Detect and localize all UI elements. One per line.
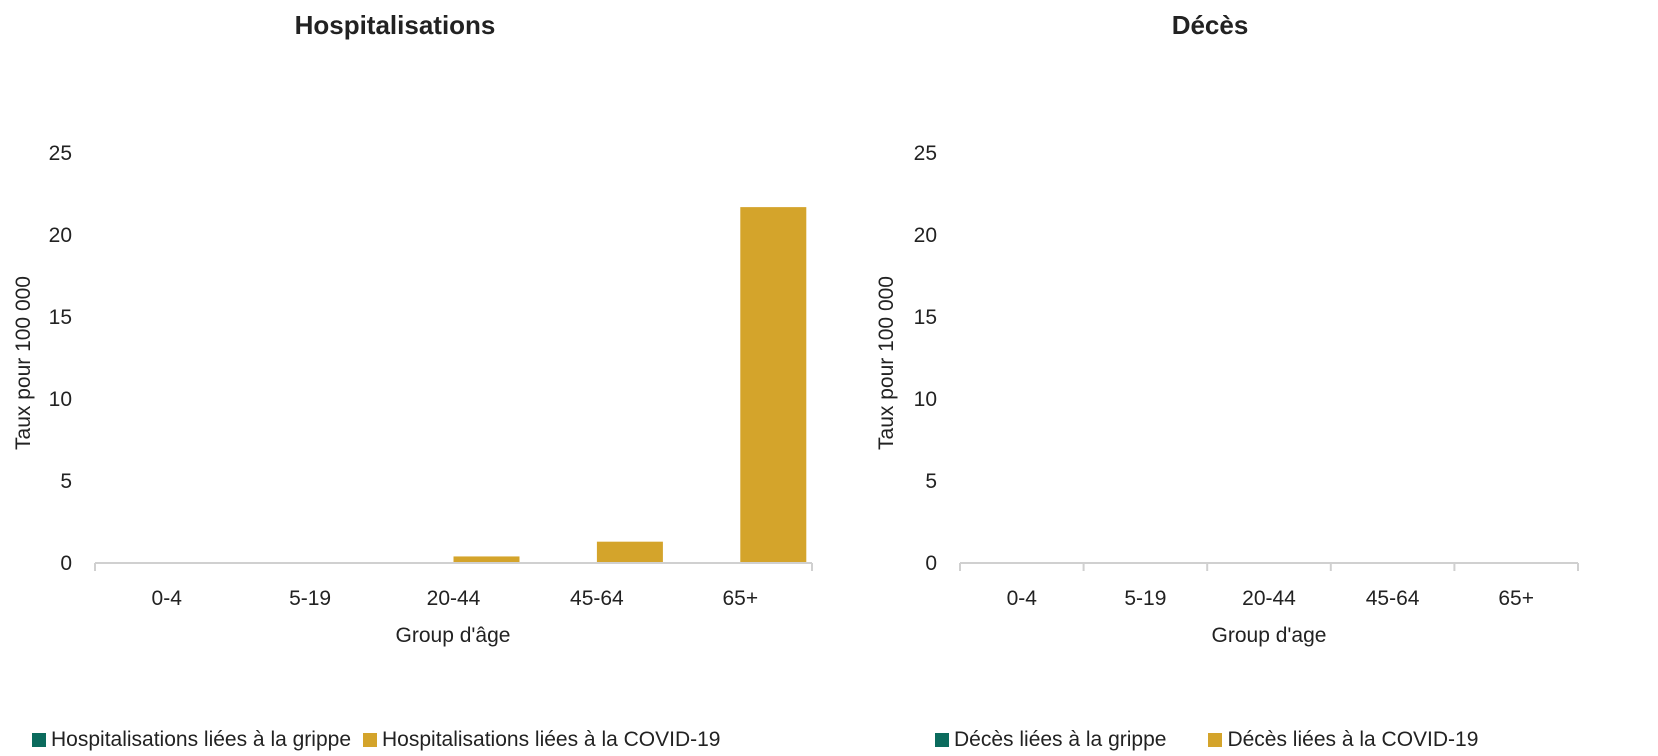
y-tick-label: 15 [49, 306, 72, 329]
hospitalisations-chart: 0 5 10 15 20 25 Taux pour 100 000 0-4 5-19 20-44 4… [12, 142, 813, 647]
x-axis-title: Group d'age [1212, 624, 1327, 647]
y-tick-label: 20 [49, 224, 72, 247]
y-tick-label: 10 [49, 388, 72, 411]
y-tick-label: 5 [925, 470, 937, 493]
x-tick-label: 0-4 [1007, 587, 1038, 610]
y-tick-label: 25 [914, 142, 937, 165]
legend-item-covid: Hospitalisations liées à la COVID-19 [363, 728, 720, 752]
x-tick-label: 20-44 [427, 587, 481, 610]
legend-item-grippe: Décès liées à la grippe [935, 728, 1166, 752]
x-axis-title: Group d'âge [396, 624, 511, 647]
hospitalisations-panel: Hospitalisations 0 5 10 15 20 25 Taux pour 100… [12, 10, 813, 752]
y-tick-label: 15 [914, 306, 937, 329]
y-axis-title: Taux pour 100 000 [875, 276, 898, 450]
x-tick-label: 65+ [722, 587, 758, 610]
y-tick-label: 20 [914, 224, 937, 247]
x-tick-label: 65+ [1498, 587, 1534, 610]
x-tick-label: 0-4 [152, 587, 183, 610]
bar [453, 556, 520, 563]
chart-title: Hospitalisations [294, 10, 496, 40]
legend-item-grippe: Hospitalisations liées à la grippe [32, 728, 351, 752]
y-tick-label: 25 [49, 142, 72, 165]
legend-label: Décès liées à la COVID-19 [1227, 728, 1479, 751]
y-tick-label: 5 [60, 470, 72, 493]
y-tick-label: 10 [914, 388, 937, 411]
legend: Décès liées à la grippe Décès liées à la… [935, 728, 1490, 752]
legend-label: Décès liées à la grippe [954, 728, 1167, 751]
x-tick-label: 45-64 [1366, 587, 1420, 610]
legend-label: Hospitalisations liées à la grippe [51, 728, 351, 751]
deces-chart: 0 5 10 15 20 25 Taux pour 100 000 0-4 5-19 20-44 4… [875, 142, 1579, 647]
x-tick-label: 5-19 [1124, 587, 1166, 610]
x-tick-label: 45-64 [570, 587, 624, 610]
legend-swatch-covid [363, 733, 377, 747]
chart-title: Décès [1171, 10, 1249, 40]
legend-swatch-grippe [32, 733, 46, 747]
x-tick-label: 5-19 [289, 587, 331, 610]
x-tick-label: 20-44 [1242, 587, 1296, 610]
y-axis-title: Taux pour 100 000 [12, 276, 35, 450]
legend-swatch-covid [1208, 733, 1223, 747]
y-tick-label: 0 [925, 552, 937, 575]
legend-swatch-grippe [935, 733, 949, 747]
legend-label: Hospitalisations liées à la COVID-19 [382, 728, 721, 751]
y-tick-label: 0 [60, 552, 72, 575]
legend: Hospitalisations liées à la grippe Hospi… [32, 728, 732, 752]
legend-item-covid: Décès liées à la COVID-19 [1208, 728, 1478, 752]
bar [740, 207, 807, 563]
bar [596, 541, 663, 563]
